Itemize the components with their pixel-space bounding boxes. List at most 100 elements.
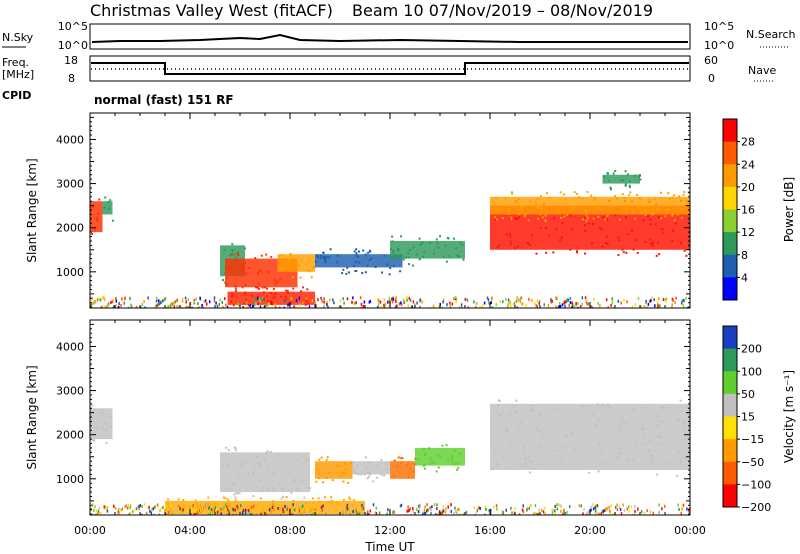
heatmap-speckle	[268, 507, 271, 510]
heatmap-speckle	[244, 511, 247, 515]
colorbar-tick-label: 4	[741, 271, 748, 284]
heatmap-speckle	[360, 306, 363, 308]
heatmap-speckle	[455, 300, 457, 304]
freq-left-tick-bottom: 8	[68, 72, 75, 85]
heatmap-speckle	[424, 511, 426, 515]
heatmap-speckle	[614, 213, 617, 216]
heatmap-speckle	[587, 302, 589, 306]
heatmap-speckle	[437, 511, 440, 515]
heatmap-speckle	[541, 216, 544, 219]
heatmap-speckle	[184, 296, 187, 300]
heatmap-speckle	[237, 506, 239, 510]
heatmap-speckle	[661, 405, 664, 408]
heatmap-speckle	[626, 173, 629, 176]
heatmap-speckle	[224, 497, 227, 500]
freq-panel-frame	[89, 55, 691, 82]
colorbar-swatch	[723, 393, 737, 417]
heatmap-speckle	[445, 507, 447, 511]
heatmap-speckle	[324, 256, 327, 259]
heatmap-speckle	[290, 491, 293, 494]
heatmap-speckle	[361, 306, 364, 308]
heatmap-speckle	[487, 298, 490, 302]
heatmap-speckle	[267, 299, 270, 302]
heatmap-speckle	[156, 503, 159, 507]
heatmap-speckle	[673, 219, 676, 222]
heatmap-speckle	[98, 297, 100, 301]
heatmap-speckle	[556, 306, 559, 308]
heatmap-speckle	[554, 509, 556, 513]
heatmap-speckle	[597, 419, 600, 422]
heatmap-speckle	[428, 242, 431, 245]
heatmap-speckle	[204, 502, 207, 505]
heatmap-speckle	[415, 507, 418, 511]
freq-panel: Freq. [MHz] 18 8 60 0 Nave	[2, 54, 776, 85]
heatmap-speckle	[360, 302, 363, 306]
heatmap-speckle	[159, 509, 161, 513]
heatmap-speckle	[228, 254, 231, 257]
heatmap-speckle	[93, 439, 96, 442]
heatmap-speckle	[206, 302, 208, 306]
heatmap-speckle	[181, 509, 183, 513]
heatmap-speckle	[197, 302, 199, 306]
heatmap-speckle	[441, 444, 444, 447]
heatmap-speckle	[221, 301, 224, 305]
heatmap-speckle	[213, 502, 216, 505]
heatmap-speckle	[538, 301, 540, 305]
heatmap-speckle	[330, 512, 332, 515]
heatmap-speckle	[233, 493, 236, 496]
heatmap-speckle	[599, 304, 601, 308]
heatmap-speckle	[660, 442, 663, 445]
heatmap-speckle	[185, 306, 187, 308]
heatmap-speckle	[345, 510, 347, 514]
heatmap-speckle	[439, 302, 441, 306]
heatmap-speckle	[649, 218, 652, 221]
heatmap-speckle	[523, 464, 526, 467]
heatmap-speckle	[290, 513, 293, 515]
heatmap-speckle	[178, 305, 181, 308]
heatmap-speckle	[678, 507, 680, 511]
heatmap-speckle	[680, 242, 683, 245]
heatmap-speckle	[667, 204, 670, 207]
heatmap-speckle	[650, 298, 652, 302]
heatmap-speckle	[559, 191, 562, 194]
heatmap-speckle	[525, 462, 528, 465]
heatmap-speckle	[490, 512, 492, 515]
heatmap-speckle	[516, 450, 519, 453]
heatmap-speckle	[292, 499, 295, 502]
heatmap-speckle	[577, 301, 579, 305]
heatmap-speckle	[679, 399, 682, 402]
heatmap-speckle	[103, 505, 106, 509]
heatmap-speckle	[326, 456, 329, 459]
heatmap-speckle	[620, 418, 623, 421]
heatmap-speckle	[683, 191, 686, 194]
heatmap-speckle	[564, 446, 567, 449]
heatmap-speckle	[643, 305, 646, 308]
heatmap-speckle	[274, 306, 277, 308]
colorbar-tick-label: 12	[741, 226, 755, 239]
heatmap-region-velocity-1	[220, 452, 310, 493]
heatmap-speckle	[498, 414, 501, 417]
heatmap-speckle	[182, 499, 185, 502]
heatmap-speckle	[155, 299, 158, 303]
heatmap-speckle	[509, 302, 512, 306]
heatmap-speckle	[685, 254, 688, 257]
heatmap-speckle	[274, 303, 276, 307]
heatmap-speckle	[548, 306, 550, 308]
heatmap-speckle	[396, 249, 399, 252]
heatmap-speckle	[539, 213, 542, 216]
heatmap-speckle	[418, 506, 421, 510]
heatmap-speckle	[418, 510, 421, 514]
heatmap-speckle	[92, 301, 95, 305]
heatmap-speckle	[249, 304, 251, 308]
heatmap-speckle	[559, 304, 561, 308]
heatmap-speckle	[240, 504, 242, 508]
heatmap-speckle	[374, 266, 377, 269]
heatmap-speckle	[118, 302, 120, 306]
heatmap-speckle	[228, 505, 231, 508]
heatmap-speckle	[345, 272, 348, 275]
heatmap-speckle	[418, 504, 420, 508]
heatmap-speckle	[544, 220, 547, 223]
heatmap-speckle	[429, 456, 432, 459]
heatmap-region-power-6	[315, 254, 403, 268]
heatmap-speckle	[590, 508, 592, 512]
